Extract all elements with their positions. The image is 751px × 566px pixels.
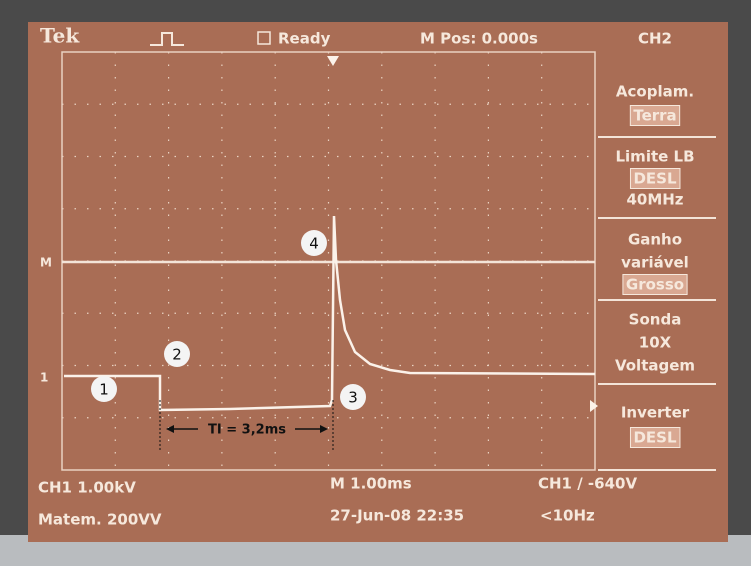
math-scale: Matem. 200VV <box>38 511 162 529</box>
menu-text: Voltagem <box>615 357 695 375</box>
channel: CH2 <box>638 30 672 48</box>
menu-text: Inverter <box>621 404 690 422</box>
menu-text: 10X <box>639 334 672 352</box>
menu-text: Acoplam. <box>616 83 694 101</box>
callout-3: 3 <box>340 384 366 410</box>
brand: Tek <box>40 24 80 48</box>
callout-text: 1 <box>99 381 109 399</box>
timebase: M 1.00ms <box>330 475 412 493</box>
ch1-marker: 1 <box>40 371 48 385</box>
callout-text: 3 <box>348 389 358 407</box>
menu-text: Limite LB <box>615 148 694 166</box>
m-pos: M Pos: 0.000s <box>420 30 538 48</box>
menu-text: DESL <box>633 170 677 188</box>
status: Ready <box>278 30 331 48</box>
menu-text: Ganho <box>628 231 682 249</box>
callout-2: 2 <box>164 341 190 367</box>
frequency: <10Hz <box>540 507 595 525</box>
date: 27-Jun-08 22:35 <box>330 507 464 525</box>
trigger: CH1 / -640V <box>538 475 637 493</box>
callout-4: 4 <box>301 230 327 256</box>
menu-text: Sonda <box>629 311 682 329</box>
callout-text: 2 <box>172 346 182 364</box>
oscilloscope-photo: M 1 TI = 3,2ms 1 2 3 4 Tek Ready M Pos: … <box>0 0 751 566</box>
menu-text: Terra <box>633 107 676 125</box>
ch1-scale: CH1 1.00kV <box>38 479 136 497</box>
callout-1: 1 <box>91 376 117 402</box>
menu-text: variável <box>621 254 689 272</box>
menu-text: DESL <box>633 429 677 447</box>
menu-text: Grosso <box>626 276 684 294</box>
callout-text: 4 <box>309 235 319 253</box>
menu-text: 40MHz <box>626 191 683 209</box>
interval-label: TI = 3,2ms <box>208 423 286 438</box>
math-marker: M <box>40 256 52 270</box>
